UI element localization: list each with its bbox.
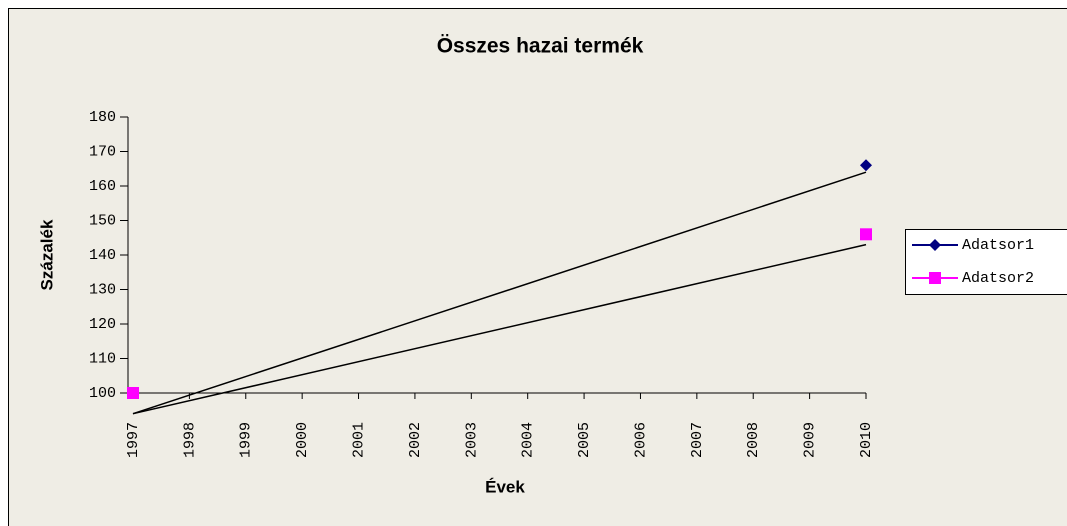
- legend-marker: [929, 272, 941, 284]
- y-tick-label: 160: [89, 178, 116, 195]
- y-tick-label: 130: [89, 281, 116, 298]
- legend-marker: [929, 239, 941, 251]
- x-tick-label: 1999: [238, 422, 255, 458]
- chart-title: Összes hazai termék: [437, 35, 644, 58]
- x-tick-label: 1997: [125, 422, 142, 458]
- chart-area: [8, 8, 1067, 526]
- x-tick-label: 2003: [463, 422, 480, 458]
- y-tick-label: 170: [89, 143, 116, 160]
- y-tick-label: 150: [89, 212, 116, 229]
- x-tick-label: 2002: [407, 422, 424, 458]
- y-tick-label: 140: [89, 247, 116, 264]
- x-tick-label: 2007: [689, 422, 706, 458]
- data-point: [127, 387, 139, 399]
- y-tick-label: 120: [89, 316, 116, 333]
- y-axis-label: Százalék: [37, 219, 56, 290]
- x-tick-label: 2008: [745, 422, 762, 458]
- y-tick-label: 180: [89, 109, 116, 126]
- x-tick-label: 2000: [294, 422, 311, 458]
- x-tick-label: 2005: [576, 422, 593, 458]
- x-tick-label: 2004: [520, 422, 537, 458]
- data-point: [860, 228, 872, 241]
- x-tick-label: 2006: [632, 422, 649, 458]
- legend-label: Adatsor2: [962, 270, 1034, 287]
- legend-label: Adatsor1: [962, 237, 1034, 254]
- trendline: [132, 171, 867, 415]
- y-tick-label: 110: [89, 350, 116, 367]
- trendline: [132, 243, 867, 415]
- y-tick-label: 100: [89, 385, 116, 402]
- x-axis-label: Évek: [485, 477, 525, 496]
- x-tick-label: 2010: [858, 422, 875, 458]
- x-tick-label: 2001: [351, 422, 368, 458]
- x-tick-label: 1998: [181, 422, 198, 458]
- x-tick-label: 2009: [802, 422, 819, 458]
- data-point: [860, 159, 872, 172]
